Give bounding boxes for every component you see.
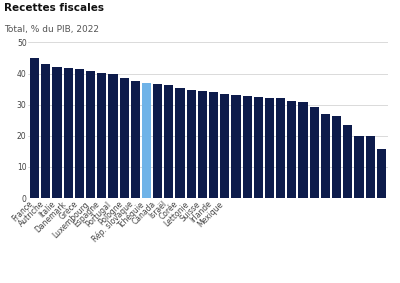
Bar [164,85,174,198]
Text: Total, % du PIB, 2022: Total, % du PIB, 2022 [4,25,99,35]
Bar [86,71,95,198]
Bar [64,68,73,198]
Bar [254,97,263,198]
Bar [52,67,62,198]
Bar [176,88,185,198]
Bar [287,101,296,198]
Bar [75,69,84,198]
Bar [321,114,330,198]
Bar [198,91,207,198]
Bar [120,78,129,198]
Bar [298,102,308,198]
Bar [41,64,50,198]
Bar [366,136,375,198]
Bar [343,125,352,198]
Bar [209,92,218,198]
Bar [332,116,341,198]
Bar [276,98,285,198]
Bar [265,98,274,198]
Bar [310,107,319,198]
Bar [377,149,386,198]
Bar [187,90,196,198]
Bar [354,136,364,198]
Text: Recettes fiscales: Recettes fiscales [4,3,104,13]
Bar [131,82,140,198]
Bar [97,73,106,198]
Bar [231,95,240,198]
Bar [30,58,39,198]
Bar [142,83,151,198]
Bar [242,96,252,198]
Bar [153,84,162,198]
Bar [220,95,229,198]
Bar [108,74,118,198]
